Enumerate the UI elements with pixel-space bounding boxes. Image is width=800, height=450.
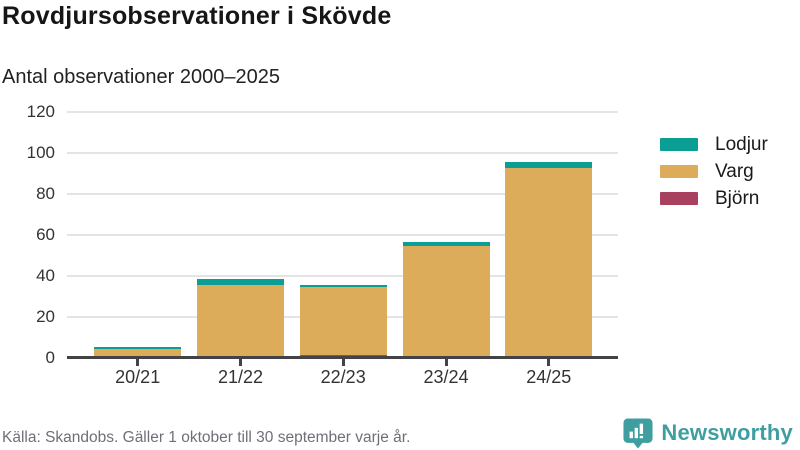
gridline-y-120: [67, 111, 618, 114]
chart-legend: Lodjur Varg Björn: [660, 131, 768, 212]
stacked-bar-23-24: [402, 242, 490, 357]
bar-chart-plot-area: 0 20 40 60 80 100 120 20/21 21/22 22/23 23/24 24/25: [27, 103, 618, 387]
source-note: Källa: Skandobs. Gäller 1 oktober till 3…: [2, 429, 411, 446]
x-axis-tick: [239, 359, 242, 366]
stacked-bar-20-21: [94, 346, 182, 357]
stacked-bar-24-25: [505, 162, 593, 357]
gridline-y-60: [67, 234, 618, 236]
bar-segment-lodjur: [197, 279, 284, 286]
bar-segment-varg: [197, 285, 284, 357]
legend-item-björn: Björn: [660, 185, 768, 212]
y-axis-tick-label: 40: [36, 266, 55, 285]
y-axis-tick-label: 120: [26, 102, 55, 121]
x-axis-tick: [136, 359, 140, 366]
page-title: Rovdjursobservationer i Skövde: [2, 2, 392, 30]
newsworthy-bubble-chart-icon: [623, 418, 653, 449]
legend-item-lodjur: Lodjur: [660, 131, 768, 158]
bar-segment-varg: [299, 287, 387, 355]
legend-label: Lodjur: [715, 133, 768, 155]
x-axis-label-22-23: 22/23: [320, 367, 366, 387]
bar-segment-björn: [299, 354, 387, 357]
bar-segment-lodjur: [505, 162, 593, 169]
y-axis-tick-label: 60: [36, 225, 55, 244]
x-axis-label-23-24: 23/24: [423, 367, 469, 387]
bar-segment-varg: [402, 246, 490, 357]
y-axis-tick-label: 80: [36, 184, 55, 203]
x-axis-label-24-25: 24/25: [526, 367, 572, 387]
legend-swatch-lodjur: [660, 138, 698, 151]
x-axis-tick: [547, 359, 551, 366]
y-axis-tick-label: 0: [45, 348, 55, 367]
legend-label: Björn: [715, 187, 760, 209]
y-axis-tick-label: 100: [26, 143, 55, 162]
legend-item-varg: Varg: [660, 158, 768, 185]
newsworthy-wordmark: Newsworthy: [661, 420, 793, 445]
stacked-bar-21-22: [197, 279, 284, 357]
x-axis-tick: [444, 359, 448, 366]
x-axis-tick: [341, 359, 345, 366]
y-axis-tick-label: 20: [36, 307, 55, 326]
bar-segment-lodjur: [402, 242, 490, 247]
legend-swatch-varg: [660, 165, 698, 178]
legend-swatch-björn: [660, 192, 698, 205]
bar-segment-varg: [94, 348, 182, 357]
gridline-y-40: [67, 275, 618, 277]
gridline-y-80: [67, 193, 618, 195]
x-axis-line: [67, 356, 618, 359]
chart-subtitle: Antal observationer 2000–2025: [2, 66, 280, 88]
newsworthy-logo[interactable]: Newsworthy: [623, 417, 793, 449]
legend-label: Varg: [715, 160, 754, 182]
bar-segment-lodjur: [94, 346, 182, 349]
x-axis-label-20-21: 20/21: [115, 367, 161, 387]
gridline-y-100: [67, 152, 618, 154]
stacked-bar-22-23: [299, 285, 387, 357]
bar-segment-varg: [505, 168, 593, 357]
x-axis-label-21-22: 21/22: [217, 367, 264, 387]
bar-segment-lodjur: [299, 285, 387, 288]
